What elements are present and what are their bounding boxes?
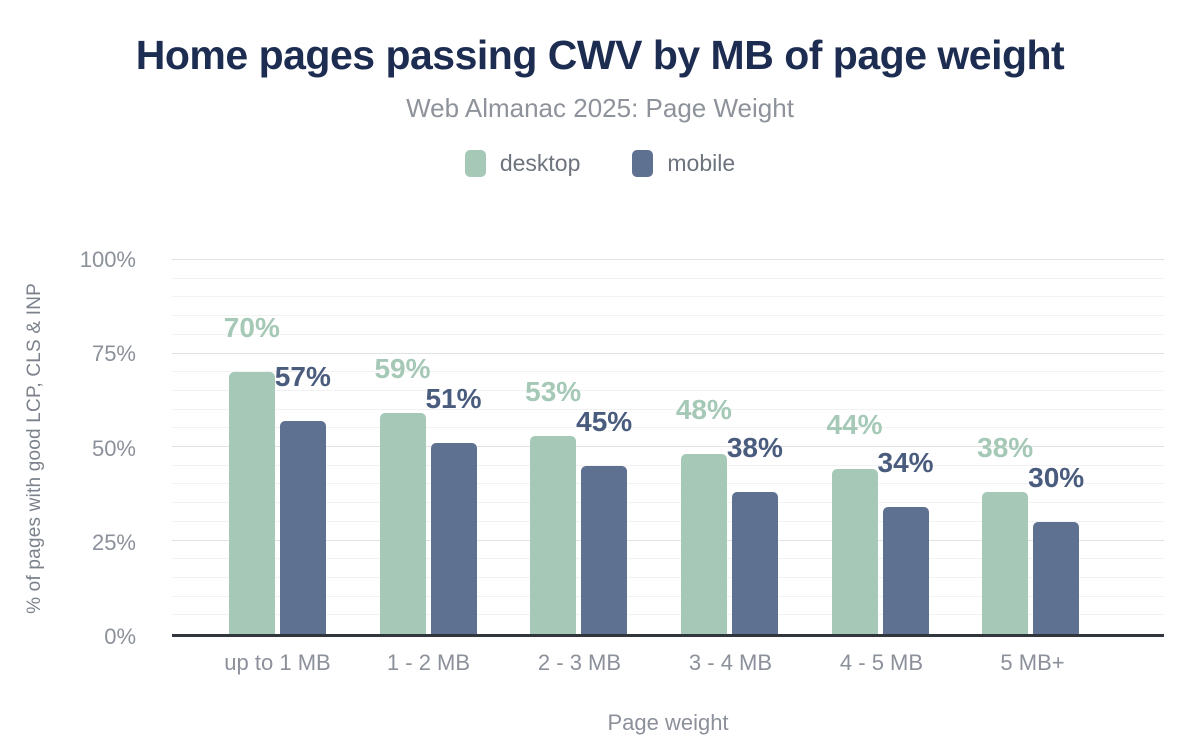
major-gridline bbox=[172, 259, 1164, 260]
value-label-desktop: 48% bbox=[675, 394, 732, 426]
value-label-mobile: 34% bbox=[877, 446, 934, 478]
value-label-mobile: 38% bbox=[726, 431, 783, 463]
value-label-desktop: 38% bbox=[977, 431, 1034, 463]
value-label-mobile: 57% bbox=[274, 360, 331, 392]
value-label-desktop: 44% bbox=[826, 409, 883, 441]
mobile-swatch-icon bbox=[632, 150, 654, 177]
legend-label: desktop bbox=[499, 150, 581, 176]
x-axis-title: Page weight bbox=[607, 710, 729, 735]
legend-label: mobile bbox=[667, 150, 736, 176]
bar-desktop[interactable]: 44% bbox=[826, 411, 883, 634]
bar-desktop[interactable]: 38% bbox=[977, 433, 1033, 634]
minor-gridline bbox=[172, 408, 1164, 410]
minor-gridline bbox=[172, 427, 1164, 429]
bar-mobile[interactable]: 38% bbox=[727, 433, 783, 634]
value-label-desktop: 70% bbox=[223, 312, 280, 344]
bar-mobile[interactable]: 30% bbox=[1028, 463, 1084, 634]
x-tick-label: up to 1 MB bbox=[224, 650, 331, 675]
x-tick-label: 4 - 5 MB bbox=[839, 650, 924, 675]
y-tick-label: 75% bbox=[91, 341, 136, 367]
value-label-desktop: 53% bbox=[525, 375, 582, 407]
major-gridline bbox=[172, 352, 1164, 354]
plot-area: 70% 57% 59% 51% 53% 45% 48% 38% 44% 34% 38% 30% bbox=[172, 259, 1164, 637]
minor-gridline bbox=[172, 483, 1164, 485]
bar-desktop[interactable]: 59% bbox=[374, 355, 431, 634]
page: { "header": { "title": "Home pages passi… bbox=[0, 32, 1200, 742]
value-label-desktop: 59% bbox=[374, 353, 431, 385]
bar-group: 70% 57% bbox=[202, 260, 353, 634]
bar-desktop[interactable]: 53% bbox=[525, 377, 581, 634]
bar-mobile[interactable]: 45% bbox=[576, 407, 632, 634]
legend-item-desktop[interactable]: desktop bbox=[464, 150, 581, 177]
major-gridline bbox=[172, 446, 1164, 447]
minor-gridline bbox=[172, 371, 1164, 373]
x-tick-label: 2 - 3 MB bbox=[537, 650, 622, 675]
y-tick-label: 100% bbox=[79, 247, 136, 272]
value-label-mobile: 45% bbox=[576, 405, 633, 437]
minor-gridline bbox=[172, 296, 1164, 298]
minor-gridline bbox=[172, 333, 1164, 335]
bar-mobile[interactable]: 51% bbox=[425, 385, 482, 634]
y-tick-label: 25% bbox=[91, 529, 136, 555]
y-axis-ticks: 0% 25% 50% 75% 100% bbox=[0, 249, 152, 648]
minor-gridline bbox=[172, 277, 1164, 279]
minor-gridline bbox=[172, 502, 1164, 504]
desktop-swatch-icon bbox=[464, 150, 486, 177]
x-axis-ticks: up to 1 MB 1 - 2 MB 2 - 3 MB 3 - 4 MB 4 - 5 … bbox=[202, 650, 1108, 676]
bar-group: 48% 38% bbox=[654, 260, 805, 634]
minor-gridline bbox=[172, 614, 1164, 616]
bar-group: 38% 30% bbox=[955, 260, 1106, 634]
bar-mobile[interactable]: 57% bbox=[275, 362, 331, 634]
value-label-mobile: 51% bbox=[425, 383, 482, 415]
minor-gridline bbox=[172, 576, 1164, 578]
bar-group: 59% 51% bbox=[353, 260, 504, 634]
bar-groups: 70% 57% 59% 51% 53% 45% 48% 38% 44% 34% 38% 30% bbox=[202, 260, 1106, 634]
bar-group: 53% 45% bbox=[503, 260, 654, 634]
minor-gridline bbox=[172, 558, 1164, 560]
chart-title: Home pages passing CWV by MB of page wei… bbox=[135, 32, 1065, 78]
x-tick-label: 3 - 4 MB bbox=[688, 650, 773, 675]
minor-gridline bbox=[172, 389, 1164, 391]
bar-group: 44% 34% bbox=[805, 260, 956, 634]
bar-mobile[interactable]: 34% bbox=[877, 448, 934, 634]
value-label-mobile: 30% bbox=[1028, 461, 1085, 493]
x-tick-label: 5 MB+ bbox=[1000, 650, 1065, 675]
bar-desktop[interactable]: 48% bbox=[676, 396, 732, 634]
minor-gridline bbox=[172, 464, 1164, 466]
chart-subtitle: Web Almanac 2025: Page Weight bbox=[406, 93, 794, 123]
minor-gridline bbox=[172, 520, 1164, 522]
major-gridline bbox=[172, 539, 1164, 541]
minor-gridline bbox=[172, 595, 1164, 597]
legend-item-mobile[interactable]: mobile bbox=[632, 150, 735, 177]
y-tick-label: 0% bbox=[104, 624, 136, 649]
y-tick-label: 50% bbox=[91, 435, 136, 461]
chart-area: % of pages with good LCP, CLS & INP 0% 25… bbox=[0, 232, 1200, 742]
minor-gridline bbox=[172, 315, 1164, 317]
x-tick-label: 1 - 2 MB bbox=[386, 650, 471, 675]
legend: desktop mobile bbox=[0, 150, 1200, 177]
bar-desktop[interactable]: 70% bbox=[224, 314, 280, 634]
